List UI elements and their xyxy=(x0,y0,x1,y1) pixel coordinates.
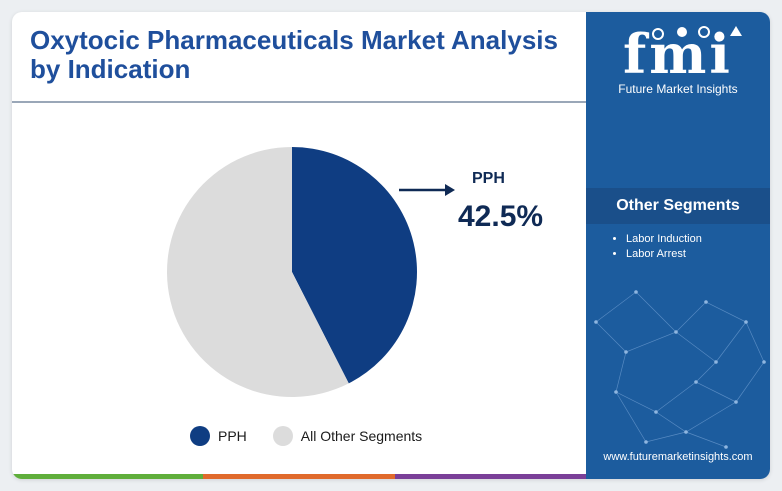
legend-item-pph: PPH xyxy=(190,426,247,446)
pie-svg xyxy=(167,147,418,397)
logo-person-icon xyxy=(677,27,687,37)
other-segments-list: Labor Induction Labor Arrest xyxy=(612,232,702,262)
bar-segment-green xyxy=(12,474,204,479)
other-segments-heading: Other Segments xyxy=(586,188,770,224)
chart-title: Oxytocic Pharmaceuticals Market Analysis… xyxy=(30,25,558,84)
sidebar: fmi Future Market Insights Other Segment… xyxy=(586,12,770,479)
brand-logo: fmi xyxy=(623,22,733,86)
title-divider xyxy=(12,101,586,103)
report-card: Oxytocic Pharmaceuticals Market Analysis… xyxy=(12,12,770,479)
pie-slice-pph xyxy=(292,147,418,384)
logo-globe-icon xyxy=(652,28,664,40)
logo-gear-icon xyxy=(698,26,710,38)
pie-slice-all-other-segments xyxy=(167,147,349,397)
legend-label-pph: PPH xyxy=(218,428,247,444)
callout-value: 42.5% xyxy=(458,200,544,233)
legend-swatch-pph xyxy=(190,426,210,446)
segment-item-labor-arrest: Labor Arrest xyxy=(626,247,702,262)
legend-swatch-other xyxy=(272,426,293,446)
brand-name: Future Market Insights xyxy=(618,82,738,96)
callout-arrow xyxy=(399,184,455,196)
brand-url: www.futuremarketinsights.com xyxy=(603,451,753,463)
callout-label: PPH xyxy=(472,170,505,187)
legend-label-other: All Other Segments xyxy=(300,428,423,444)
bar-segment-orange xyxy=(203,474,395,479)
bottom-color-bar xyxy=(12,474,586,479)
segment-item-labor-induction: Labor Induction xyxy=(626,232,702,247)
bar-segment-purple xyxy=(394,474,586,479)
pie-chart xyxy=(162,142,422,402)
logo-icons xyxy=(652,26,742,40)
chart-legend: PPH All Other Segments xyxy=(190,426,448,446)
logo-arrow-icon xyxy=(730,26,742,36)
legend-item-other: All Other Segments xyxy=(272,426,423,446)
network-decoration xyxy=(594,290,766,449)
